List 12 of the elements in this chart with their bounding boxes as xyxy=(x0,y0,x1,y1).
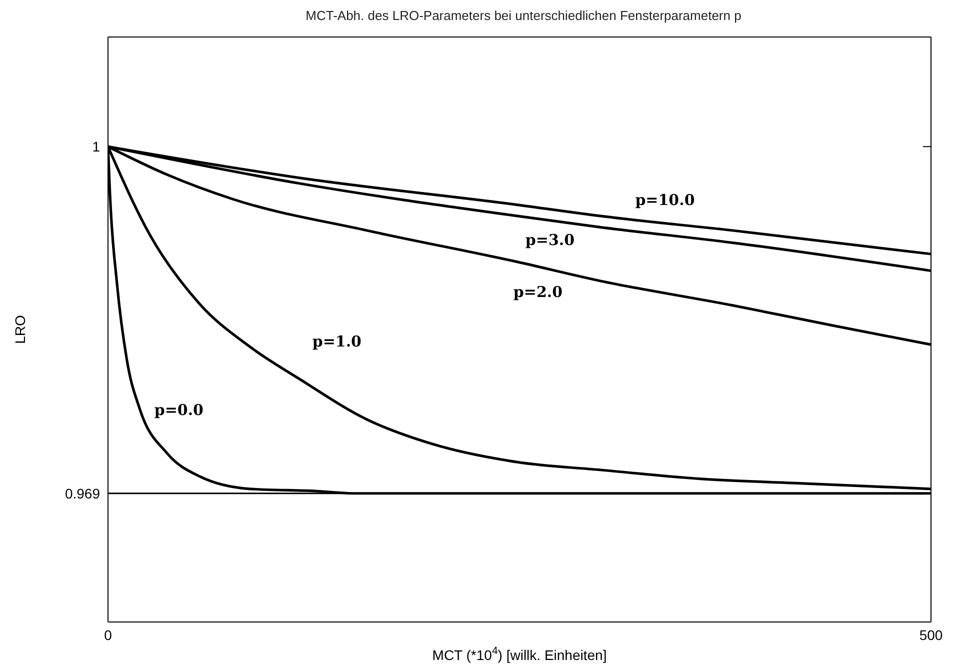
series-label: p=10.0 xyxy=(635,190,695,209)
x-tick-label: 500 xyxy=(919,626,943,643)
series-label: p=3.0 xyxy=(525,231,575,250)
y-tick-label: 1 xyxy=(92,138,100,155)
series-label: p=2.0 xyxy=(513,282,563,301)
text: p=1.0 xyxy=(312,332,362,350)
x-tick-label: 0 xyxy=(104,626,112,643)
x-axis-title: MCT (*10$^{4}$) [willk. Einheiten] xyxy=(432,645,607,663)
series-label: p=0.0 xyxy=(154,401,204,420)
y-axis-title: LRO xyxy=(12,315,28,344)
y-tick-label: 0.969 xyxy=(64,485,100,502)
chart-title: MCT-Abh. des LRO-Parameters bei unterschiedlichen Fensterparametern p xyxy=(304,8,742,23)
